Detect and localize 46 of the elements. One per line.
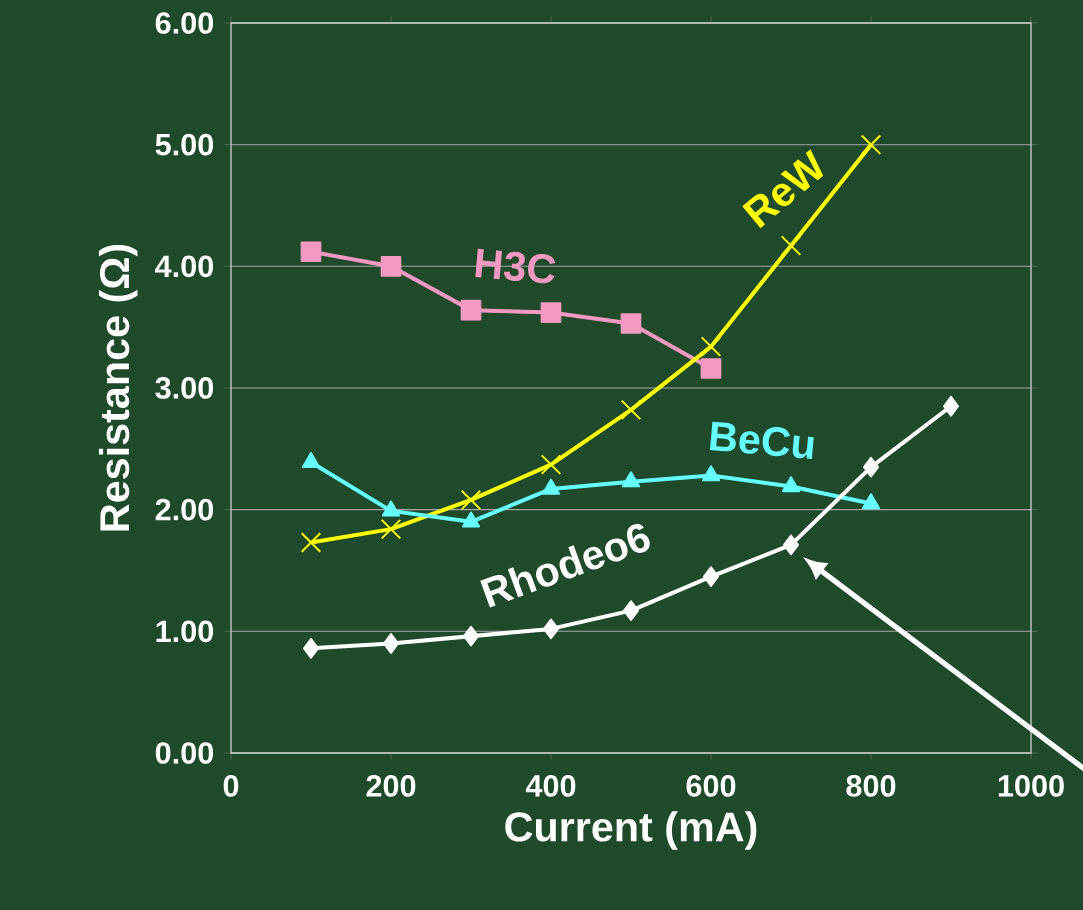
point (701, 465, 721, 482)
y-tick-label: 2.00 (155, 498, 214, 521)
point (860, 134, 882, 155)
y-axis-title: Resistance (Ω) (98, 244, 138, 531)
point (700, 358, 722, 379)
y-tick-label: 6.00 (155, 12, 214, 34)
y-tick-label: 4.00 (155, 255, 214, 278)
point (380, 518, 402, 540)
point (943, 395, 959, 417)
point (303, 638, 319, 659)
point (703, 566, 719, 587)
point (780, 235, 802, 256)
point (620, 313, 642, 334)
point (383, 633, 399, 654)
point (543, 618, 559, 640)
x-axis-title: Current (mA) (505, 811, 757, 850)
point (460, 299, 482, 321)
point (621, 471, 641, 488)
x-tick-label: 600 (686, 775, 736, 797)
point (700, 336, 722, 357)
point (863, 456, 879, 478)
point (463, 625, 479, 647)
point (300, 241, 322, 263)
y-tick-label: 3.00 (155, 377, 214, 399)
y-tick-label: 5.00 (155, 133, 214, 156)
point (541, 478, 561, 495)
x-tick-label: 200 (366, 775, 416, 797)
x-tick-label: 1000 (998, 775, 1064, 797)
point (540, 454, 562, 475)
point (861, 493, 881, 510)
y-tick-label: 1.00 (156, 620, 214, 643)
series-label: BeCu (709, 421, 814, 459)
point (300, 532, 322, 553)
point (380, 255, 402, 277)
x-tick-label: 800 (846, 775, 896, 797)
x-tick-label: 400 (525, 775, 576, 797)
point (781, 476, 801, 493)
series-label: H3C (475, 248, 556, 284)
x-tick-label: 0 (223, 775, 239, 797)
point (540, 302, 562, 323)
point (381, 500, 401, 517)
y-tick-label: 0.00 (155, 742, 214, 764)
point (783, 534, 799, 556)
point (620, 399, 642, 421)
point (461, 511, 481, 528)
point (460, 489, 482, 511)
